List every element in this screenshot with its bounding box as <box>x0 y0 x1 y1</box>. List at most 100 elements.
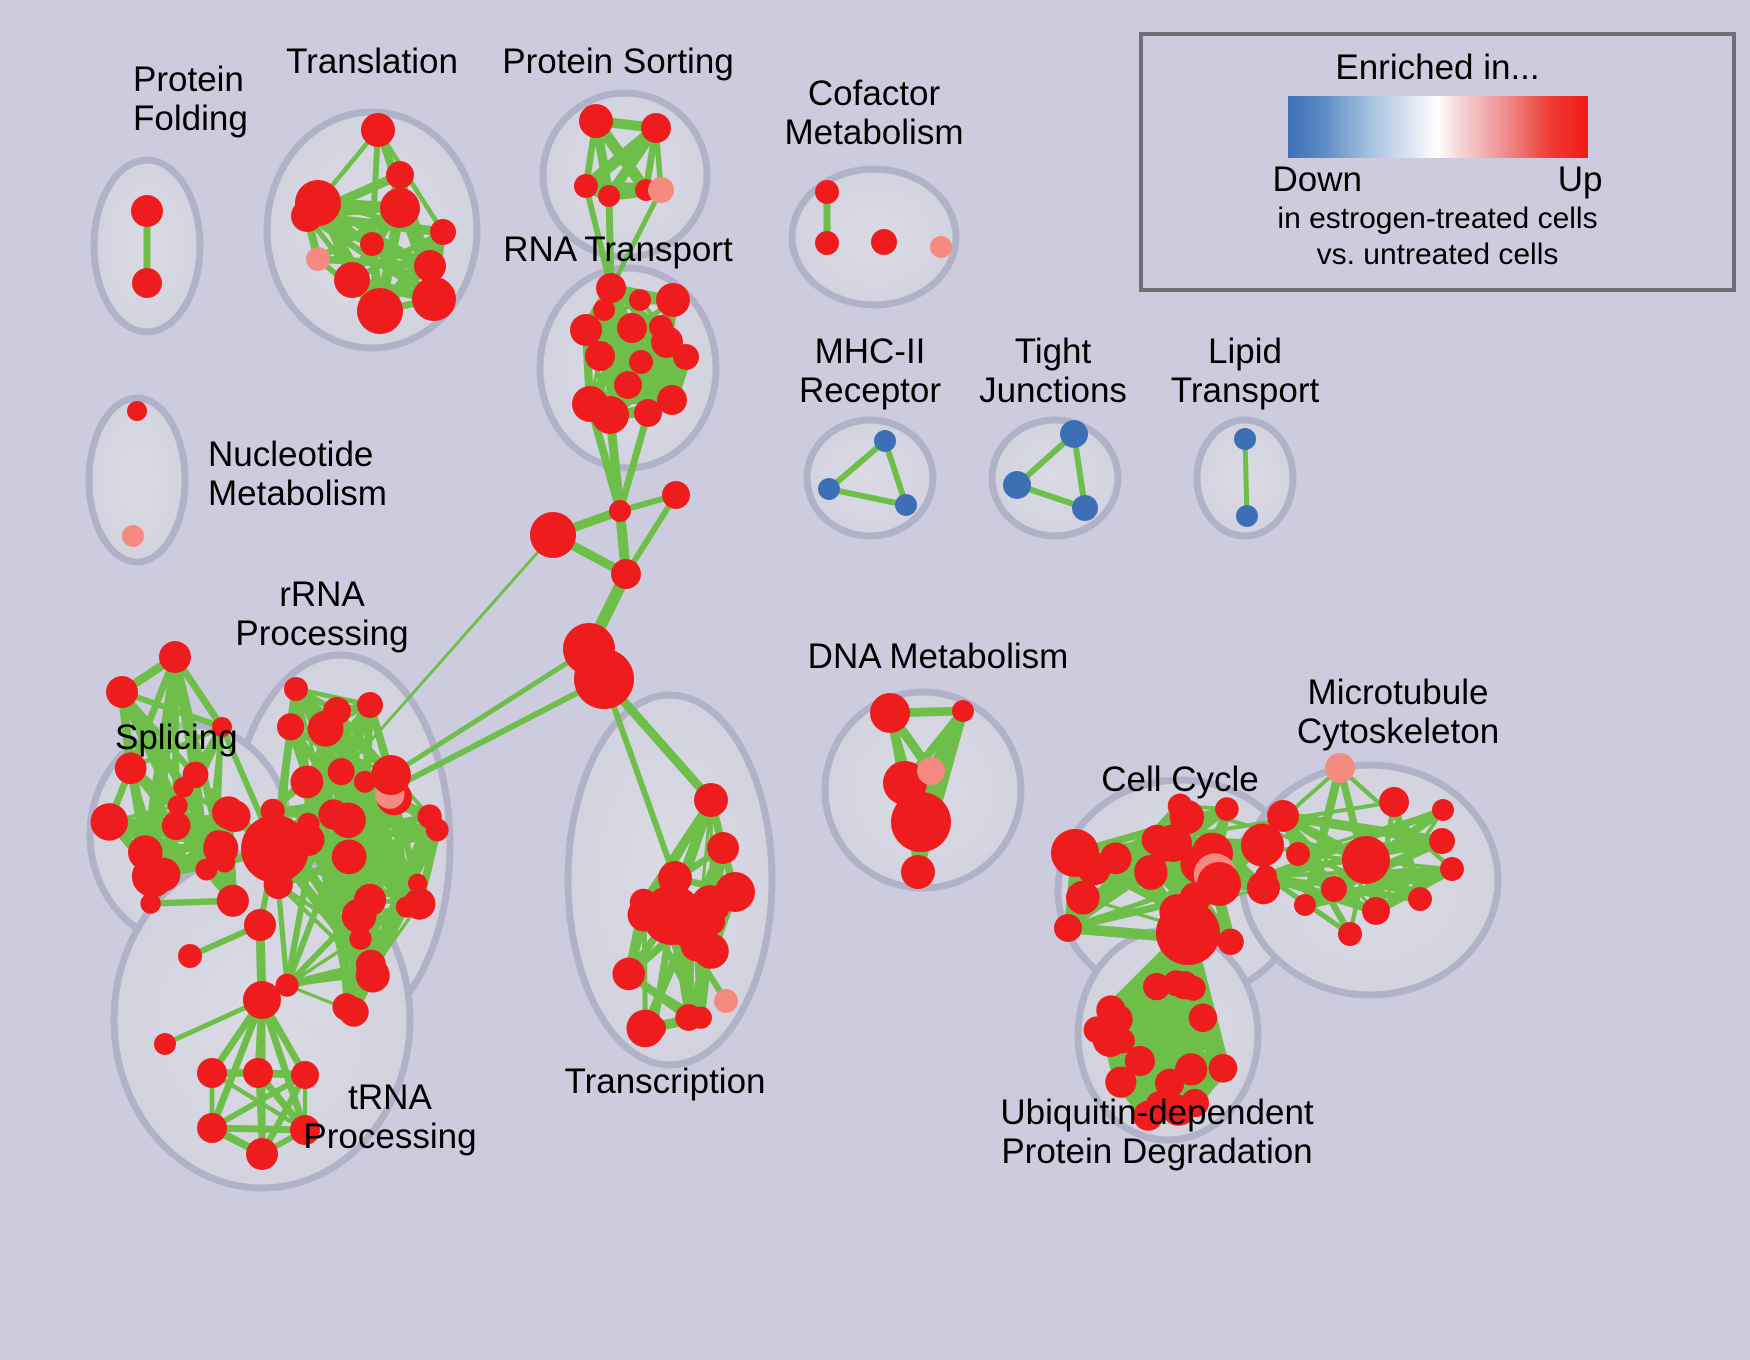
network-node <box>213 851 236 873</box>
network-node <box>1142 972 1171 1001</box>
network-edge <box>208 1124 309 1134</box>
network-node <box>334 262 370 298</box>
network-node <box>815 231 839 255</box>
network-node <box>1003 471 1031 499</box>
cluster-label-lipid-transport: Lipid Transport <box>1170 332 1320 411</box>
network-node <box>1134 857 1168 890</box>
cluster-label-microtubule-cytoskeleton: Microtubule Cytoskeleton <box>1296 673 1500 752</box>
network-node <box>211 796 245 830</box>
network-edge <box>119 689 225 730</box>
network-node <box>243 981 281 1019</box>
network-node <box>1286 842 1310 866</box>
network-node <box>140 893 161 914</box>
network-node <box>284 677 308 701</box>
network-node <box>952 700 974 722</box>
network-node <box>656 283 690 317</box>
network-node <box>204 830 231 857</box>
network-node <box>159 641 191 673</box>
network-edge <box>128 724 225 771</box>
network-node <box>306 247 330 271</box>
network-nodes <box>90 104 1464 1170</box>
network-node <box>355 958 390 993</box>
network-node <box>338 996 369 1027</box>
network-node <box>246 1138 278 1170</box>
network-node <box>122 525 144 547</box>
network-node <box>178 944 202 968</box>
network-node <box>1234 428 1256 450</box>
network-node <box>901 855 935 889</box>
network-node <box>874 430 896 452</box>
network-edge <box>209 1072 308 1131</box>
network-node <box>167 795 188 816</box>
network-node <box>1054 914 1082 942</box>
network-node <box>612 957 646 991</box>
network-node <box>657 385 687 415</box>
network-node <box>1124 1045 1155 1077</box>
network-node <box>579 104 613 138</box>
cluster-label-trna-processing: tRNA Processing <box>303 1078 477 1157</box>
network-node <box>380 188 420 228</box>
cluster-ellipse-nucleotide-metabolism <box>85 394 189 566</box>
network-node <box>1072 495 1098 521</box>
network-edge <box>826 438 888 492</box>
network-node <box>530 512 576 558</box>
network-node <box>629 289 651 311</box>
cluster-label-transcription: Transcription <box>564 1062 766 1101</box>
network-node <box>818 478 840 500</box>
network-node <box>197 1058 227 1088</box>
network-node <box>871 229 897 255</box>
cluster-label-dna-metabolism: DNA Metabolism <box>807 637 1069 676</box>
network-node <box>357 692 383 718</box>
network-node <box>412 277 456 321</box>
network-edge <box>882 438 909 508</box>
network-node <box>114 752 147 785</box>
network-node <box>1133 1100 1164 1131</box>
cluster-label-rna-transport: RNA Transport <box>503 230 733 269</box>
network-node <box>1379 787 1409 817</box>
network-edge <box>623 492 679 577</box>
network-node <box>870 693 910 733</box>
network-node <box>593 299 615 321</box>
network-node <box>1236 505 1258 527</box>
network-node <box>1429 828 1455 854</box>
network-node <box>195 858 218 881</box>
network-node <box>1163 970 1190 997</box>
cluster-ellipse-mhc-ii-receptor <box>803 416 937 540</box>
network-node <box>1188 1003 1218 1033</box>
network-node <box>216 884 249 917</box>
network-node <box>371 755 411 795</box>
network-edge <box>141 653 179 857</box>
cluster-label-ubiquitin-protein-degradation: Ubiquitin-dependent Protein Degradation <box>1000 1093 1314 1172</box>
legend-caption-line1: in estrogen-treated cells <box>1277 202 1598 235</box>
network-node <box>917 757 945 785</box>
network-node <box>574 649 634 709</box>
network-node <box>1215 797 1239 821</box>
network-node <box>611 559 641 589</box>
network-edge <box>118 688 181 809</box>
network-node <box>243 1058 273 1088</box>
network-node <box>276 713 305 741</box>
network-node <box>386 161 414 189</box>
network-node <box>241 815 309 883</box>
network-node <box>127 401 147 421</box>
network-node <box>1175 1053 1208 1086</box>
network-node <box>585 341 615 371</box>
network-node <box>106 676 138 708</box>
network-node <box>1267 800 1299 832</box>
network-node <box>1197 862 1241 906</box>
network-node <box>641 113 671 143</box>
network-node <box>212 717 232 737</box>
network-edge <box>605 192 615 292</box>
network-node <box>707 832 739 864</box>
network-node <box>353 883 387 917</box>
network-edge <box>583 183 614 291</box>
network-node <box>1060 420 1088 448</box>
network-node <box>596 273 626 303</box>
network-node <box>1294 894 1316 916</box>
network-node <box>90 803 129 841</box>
network-node <box>1154 824 1192 862</box>
cluster-label-protein-sorting: Protein Sorting <box>502 42 734 81</box>
network-node <box>327 758 355 786</box>
network-node <box>1156 901 1220 965</box>
network-node <box>1051 829 1099 877</box>
